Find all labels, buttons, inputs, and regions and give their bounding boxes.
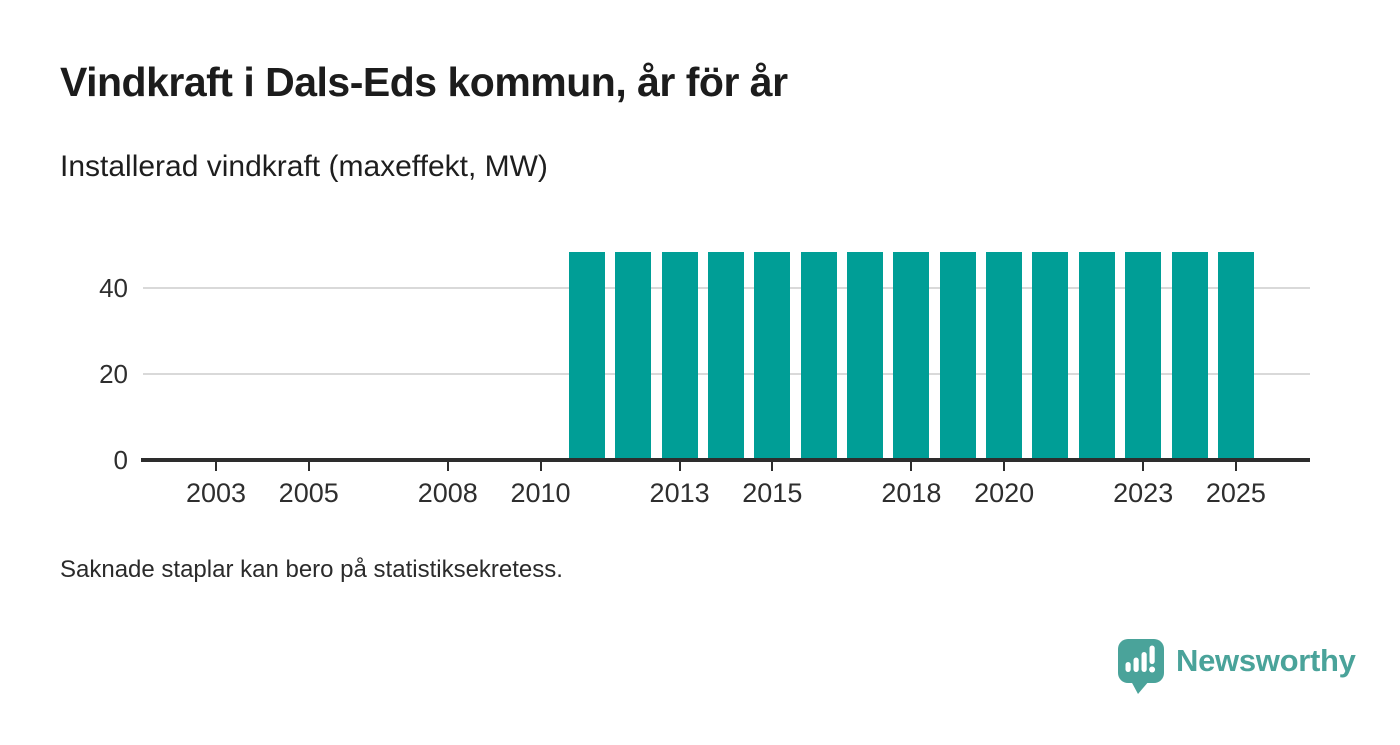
bar: [1078, 251, 1115, 460]
x-axis-tick: [1003, 462, 1006, 471]
x-axis-tick: [678, 462, 681, 471]
x-tick-label: 2008: [417, 478, 478, 508]
x-tick-label: 2023: [1113, 478, 1174, 508]
bar: [939, 251, 976, 460]
bar: [661, 251, 698, 460]
x-tick-label: 2020: [974, 478, 1035, 508]
x-axis-tick: [215, 462, 217, 471]
x-tick-label: 2003: [185, 478, 247, 508]
y-tick-label: 0: [113, 445, 128, 475]
x-axis-tick: [1234, 462, 1237, 471]
x-tick-label: 2025: [1205, 478, 1266, 508]
x-tick-label: 2010: [510, 478, 571, 508]
x-tick-label: 2005: [278, 478, 339, 508]
footnote: Saknade staplar kan bero på statistiksek…: [60, 556, 563, 583]
bar: [615, 251, 652, 460]
bar: [568, 251, 605, 460]
x-tick-label: 2018: [881, 478, 942, 508]
bar: [986, 251, 1023, 460]
bar: [1217, 251, 1254, 460]
x-axis-tick: [446, 462, 449, 471]
x-axis-tick: [1142, 462, 1145, 471]
bar: [1171, 251, 1208, 460]
y-tick-label: 40: [99, 272, 128, 303]
chart-title: Vindkraft i Dals-Eds kommun, år för år: [60, 59, 788, 105]
bar: [847, 251, 884, 460]
x-axis-tick: [307, 462, 310, 471]
x-axis-tick: [910, 462, 913, 471]
x-tick-label: 2013: [649, 478, 710, 508]
newsworthy-logo: Newsworthy: [1117, 638, 1356, 696]
bar: [1125, 251, 1162, 460]
bar: [707, 251, 744, 460]
y-tick-label: 20: [99, 358, 128, 389]
x-tick-label: 2015: [742, 478, 803, 508]
bar: [893, 251, 930, 460]
x-axis-tick: [771, 462, 774, 471]
bar: [1032, 251, 1069, 460]
x-axis-line: [141, 458, 1310, 462]
newsworthy-wordmark: Newsworthy: [1176, 643, 1356, 678]
chart-subtitle: Installerad vindkraft (maxeffekt, MW): [60, 150, 548, 183]
x-axis-tick: [539, 462, 542, 471]
bar: [754, 251, 791, 460]
newsworthy-bubble-chart-icon: [1118, 639, 1164, 694]
bar: [800, 251, 837, 460]
